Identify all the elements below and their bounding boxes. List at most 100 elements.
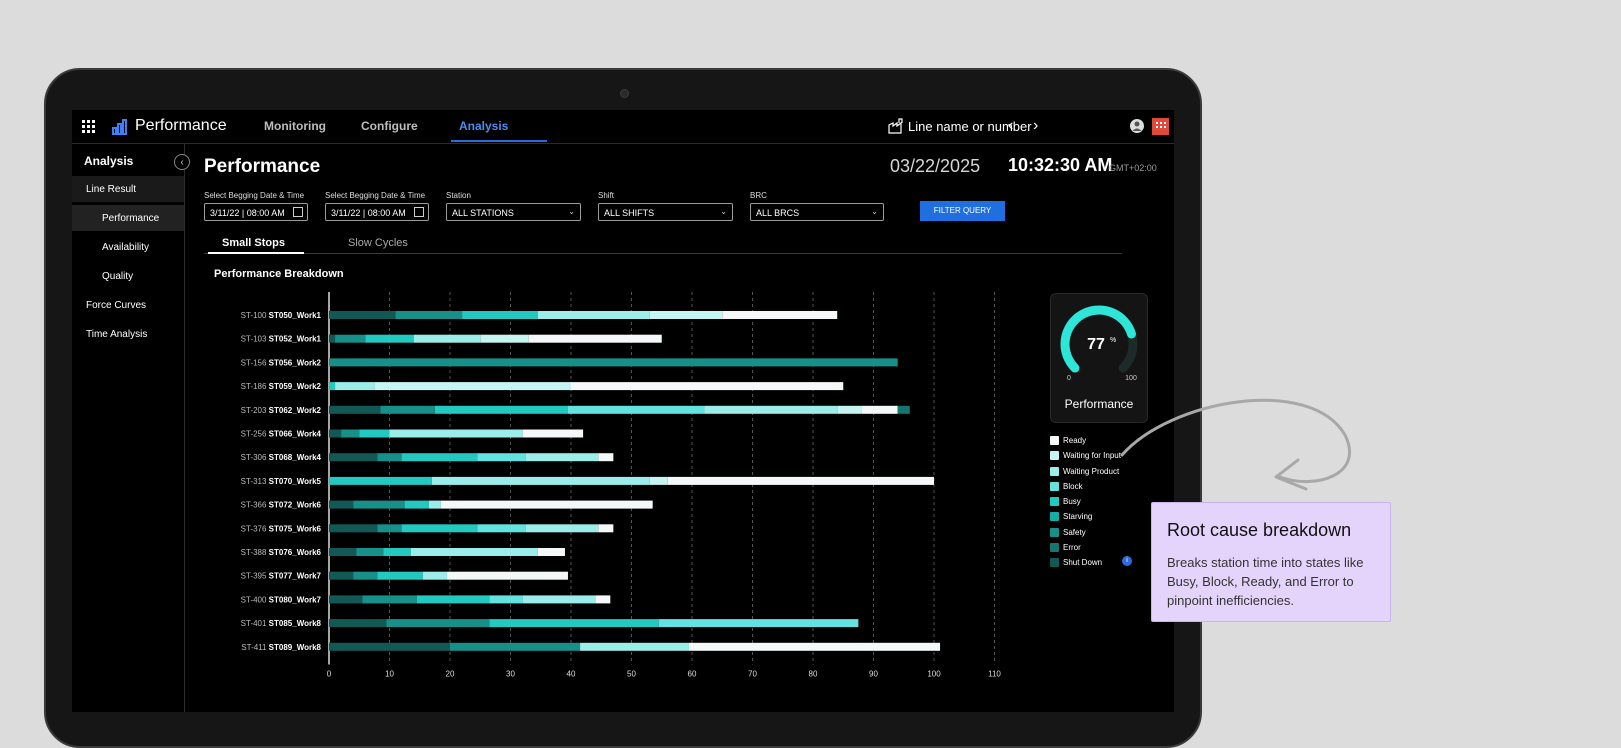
end-date-value: 3/11/22 | 08:00 AM xyxy=(331,208,406,218)
end-date-field[interactable]: 3/11/22 | 08:00 AM xyxy=(325,203,429,221)
info-icon[interactable]: i xyxy=(1122,556,1132,566)
callout-title: Root cause breakdown xyxy=(1167,520,1352,540)
x-tick-label: 20 xyxy=(446,670,455,679)
station-code: ST-256 xyxy=(241,430,269,439)
station-code: ST-306 xyxy=(241,453,269,462)
x-tick-label: 60 xyxy=(688,670,697,679)
sidebar-item-line-result[interactable]: Line Result xyxy=(72,176,184,202)
y-category-label: ST-103 ST052_Work1 xyxy=(241,335,322,344)
gauge-fill xyxy=(1060,305,1136,373)
legend-swatch xyxy=(1050,543,1059,553)
chevron-down-icon: ⌄ xyxy=(568,207,575,216)
legend-label: Waiting for Input xyxy=(1063,451,1121,461)
legend-label: Error xyxy=(1063,543,1081,553)
legend-label: Waiting Product xyxy=(1063,466,1120,476)
bar-segment xyxy=(341,429,360,438)
bar-segment xyxy=(329,382,336,391)
station-code: ST-388 xyxy=(241,548,269,557)
brc-select[interactable]: ALL BRCS ⌄ xyxy=(750,203,884,221)
bar-segment xyxy=(380,405,435,414)
x-tick-label: 80 xyxy=(809,670,818,679)
legend-item: Shut Down xyxy=(1050,557,1121,572)
performance-breakdown-chart: 0 10 20 30 40 50 60 70 80 90 100 110 ST-100 ST050_Wo… xyxy=(241,292,1001,679)
chevron-down-icon: ⌄ xyxy=(720,207,727,216)
performance-gauge-card: 77 % 0 100 Performance xyxy=(1050,293,1148,423)
chevron-down-icon: ⌄ xyxy=(871,207,878,216)
tab-monitoring[interactable]: Monitoring xyxy=(264,119,326,133)
bar-segment xyxy=(401,524,478,533)
tab-configure[interactable]: Configure xyxy=(361,119,418,133)
sidebar-item-performance[interactable]: Performance xyxy=(72,205,184,231)
bar-segment xyxy=(649,476,668,485)
sidebar-item-quality[interactable]: Quality xyxy=(102,271,134,282)
station-name: ST070_Work5 xyxy=(269,477,322,486)
station-select[interactable]: ALL STATIONS ⌄ xyxy=(446,203,581,221)
tab-small-stops[interactable]: Small Stops xyxy=(222,237,285,249)
sidebar-item-availability[interactable]: Availability xyxy=(102,242,150,253)
bar-segment xyxy=(329,595,363,604)
gauge-value: 77 xyxy=(1087,336,1105,353)
tab-analysis[interactable]: Analysis xyxy=(459,119,509,133)
bar-segment xyxy=(428,500,441,509)
bar-segment xyxy=(377,524,402,533)
annotation-arrow xyxy=(1120,398,1352,491)
bar-segment xyxy=(329,571,354,580)
legend-swatch xyxy=(1050,512,1059,522)
previous-line-icon[interactable]: ‹ xyxy=(1008,117,1014,134)
sidebar-item-force-curves[interactable]: Force Curves xyxy=(86,300,147,311)
app-grid-icon[interactable] xyxy=(82,120,96,134)
bar-segment xyxy=(329,642,450,651)
station-name: ST066_Work4 xyxy=(269,430,322,439)
start-date-field[interactable]: 3/11/22 | 08:00 AM xyxy=(204,203,308,221)
bar-segment xyxy=(335,382,375,391)
station-code: ST-156 xyxy=(241,358,269,367)
x-tick-label: 0 xyxy=(327,670,332,679)
sidebar-item-time-analysis[interactable]: Time Analysis xyxy=(86,329,148,340)
chart-title: Performance Breakdown xyxy=(214,268,344,280)
shift-select[interactable]: ALL SHIFTS ⌄ xyxy=(598,203,733,221)
station-code: ST-203 xyxy=(241,406,269,415)
user-avatar-icon[interactable] xyxy=(1130,119,1144,133)
y-category-label: ST-203 ST062_Work2 xyxy=(241,406,322,415)
legend-swatch xyxy=(1050,451,1059,461)
bar-segment xyxy=(837,405,862,414)
station-code: ST-186 xyxy=(241,382,269,391)
active-tab-indicator xyxy=(451,140,547,142)
annotation-callout: Root cause breakdown Breaks station time… xyxy=(1151,502,1391,622)
bar-segment xyxy=(580,642,689,651)
x-tick-label: 10 xyxy=(385,670,394,679)
bar-segment xyxy=(374,382,571,391)
tab-slow-cycles[interactable]: Slow Cycles xyxy=(348,237,408,249)
legend-item: Safety xyxy=(1050,527,1121,542)
bar-segment xyxy=(362,595,417,604)
collapse-sidebar-icon[interactable]: ‹ xyxy=(174,154,190,170)
station-label: Station xyxy=(446,191,471,200)
bar-segment xyxy=(329,500,354,509)
bar-segment xyxy=(329,429,342,438)
bar-segment xyxy=(567,405,705,414)
x-tick-label: 30 xyxy=(506,670,515,679)
y-category-label: ST-400 ST080_Work7 xyxy=(241,595,322,604)
station-name: ST080_Work7 xyxy=(269,595,322,604)
filter-query-button[interactable]: FILTER QUERY xyxy=(920,201,1005,221)
calendar-icon xyxy=(414,207,424,217)
station-name: ST072_Work6 xyxy=(269,501,322,510)
brand-badge-icon[interactable] xyxy=(1152,118,1169,135)
next-line-icon[interactable]: › xyxy=(1033,117,1039,134)
page-title: Performance xyxy=(204,156,321,177)
bar-segment xyxy=(416,595,490,604)
bar-segment xyxy=(434,405,568,414)
bar-chart-logo-icon xyxy=(112,119,127,135)
bar-segment xyxy=(667,476,934,485)
station-code: ST-400 xyxy=(241,595,269,604)
station-name: ST075_Work6 xyxy=(269,524,322,533)
bar-segment xyxy=(329,524,378,533)
shift-label: Shift xyxy=(598,191,615,200)
bar-segment xyxy=(688,642,941,651)
current-date: 03/22/2025 xyxy=(890,156,981,176)
bar-segment xyxy=(401,453,478,462)
station-name: ST077_Work7 xyxy=(269,572,322,581)
x-tick-label: 110 xyxy=(988,670,1001,679)
line-selector[interactable]: Line name or number xyxy=(908,119,1032,134)
legend-item: Waiting Product xyxy=(1050,466,1121,481)
